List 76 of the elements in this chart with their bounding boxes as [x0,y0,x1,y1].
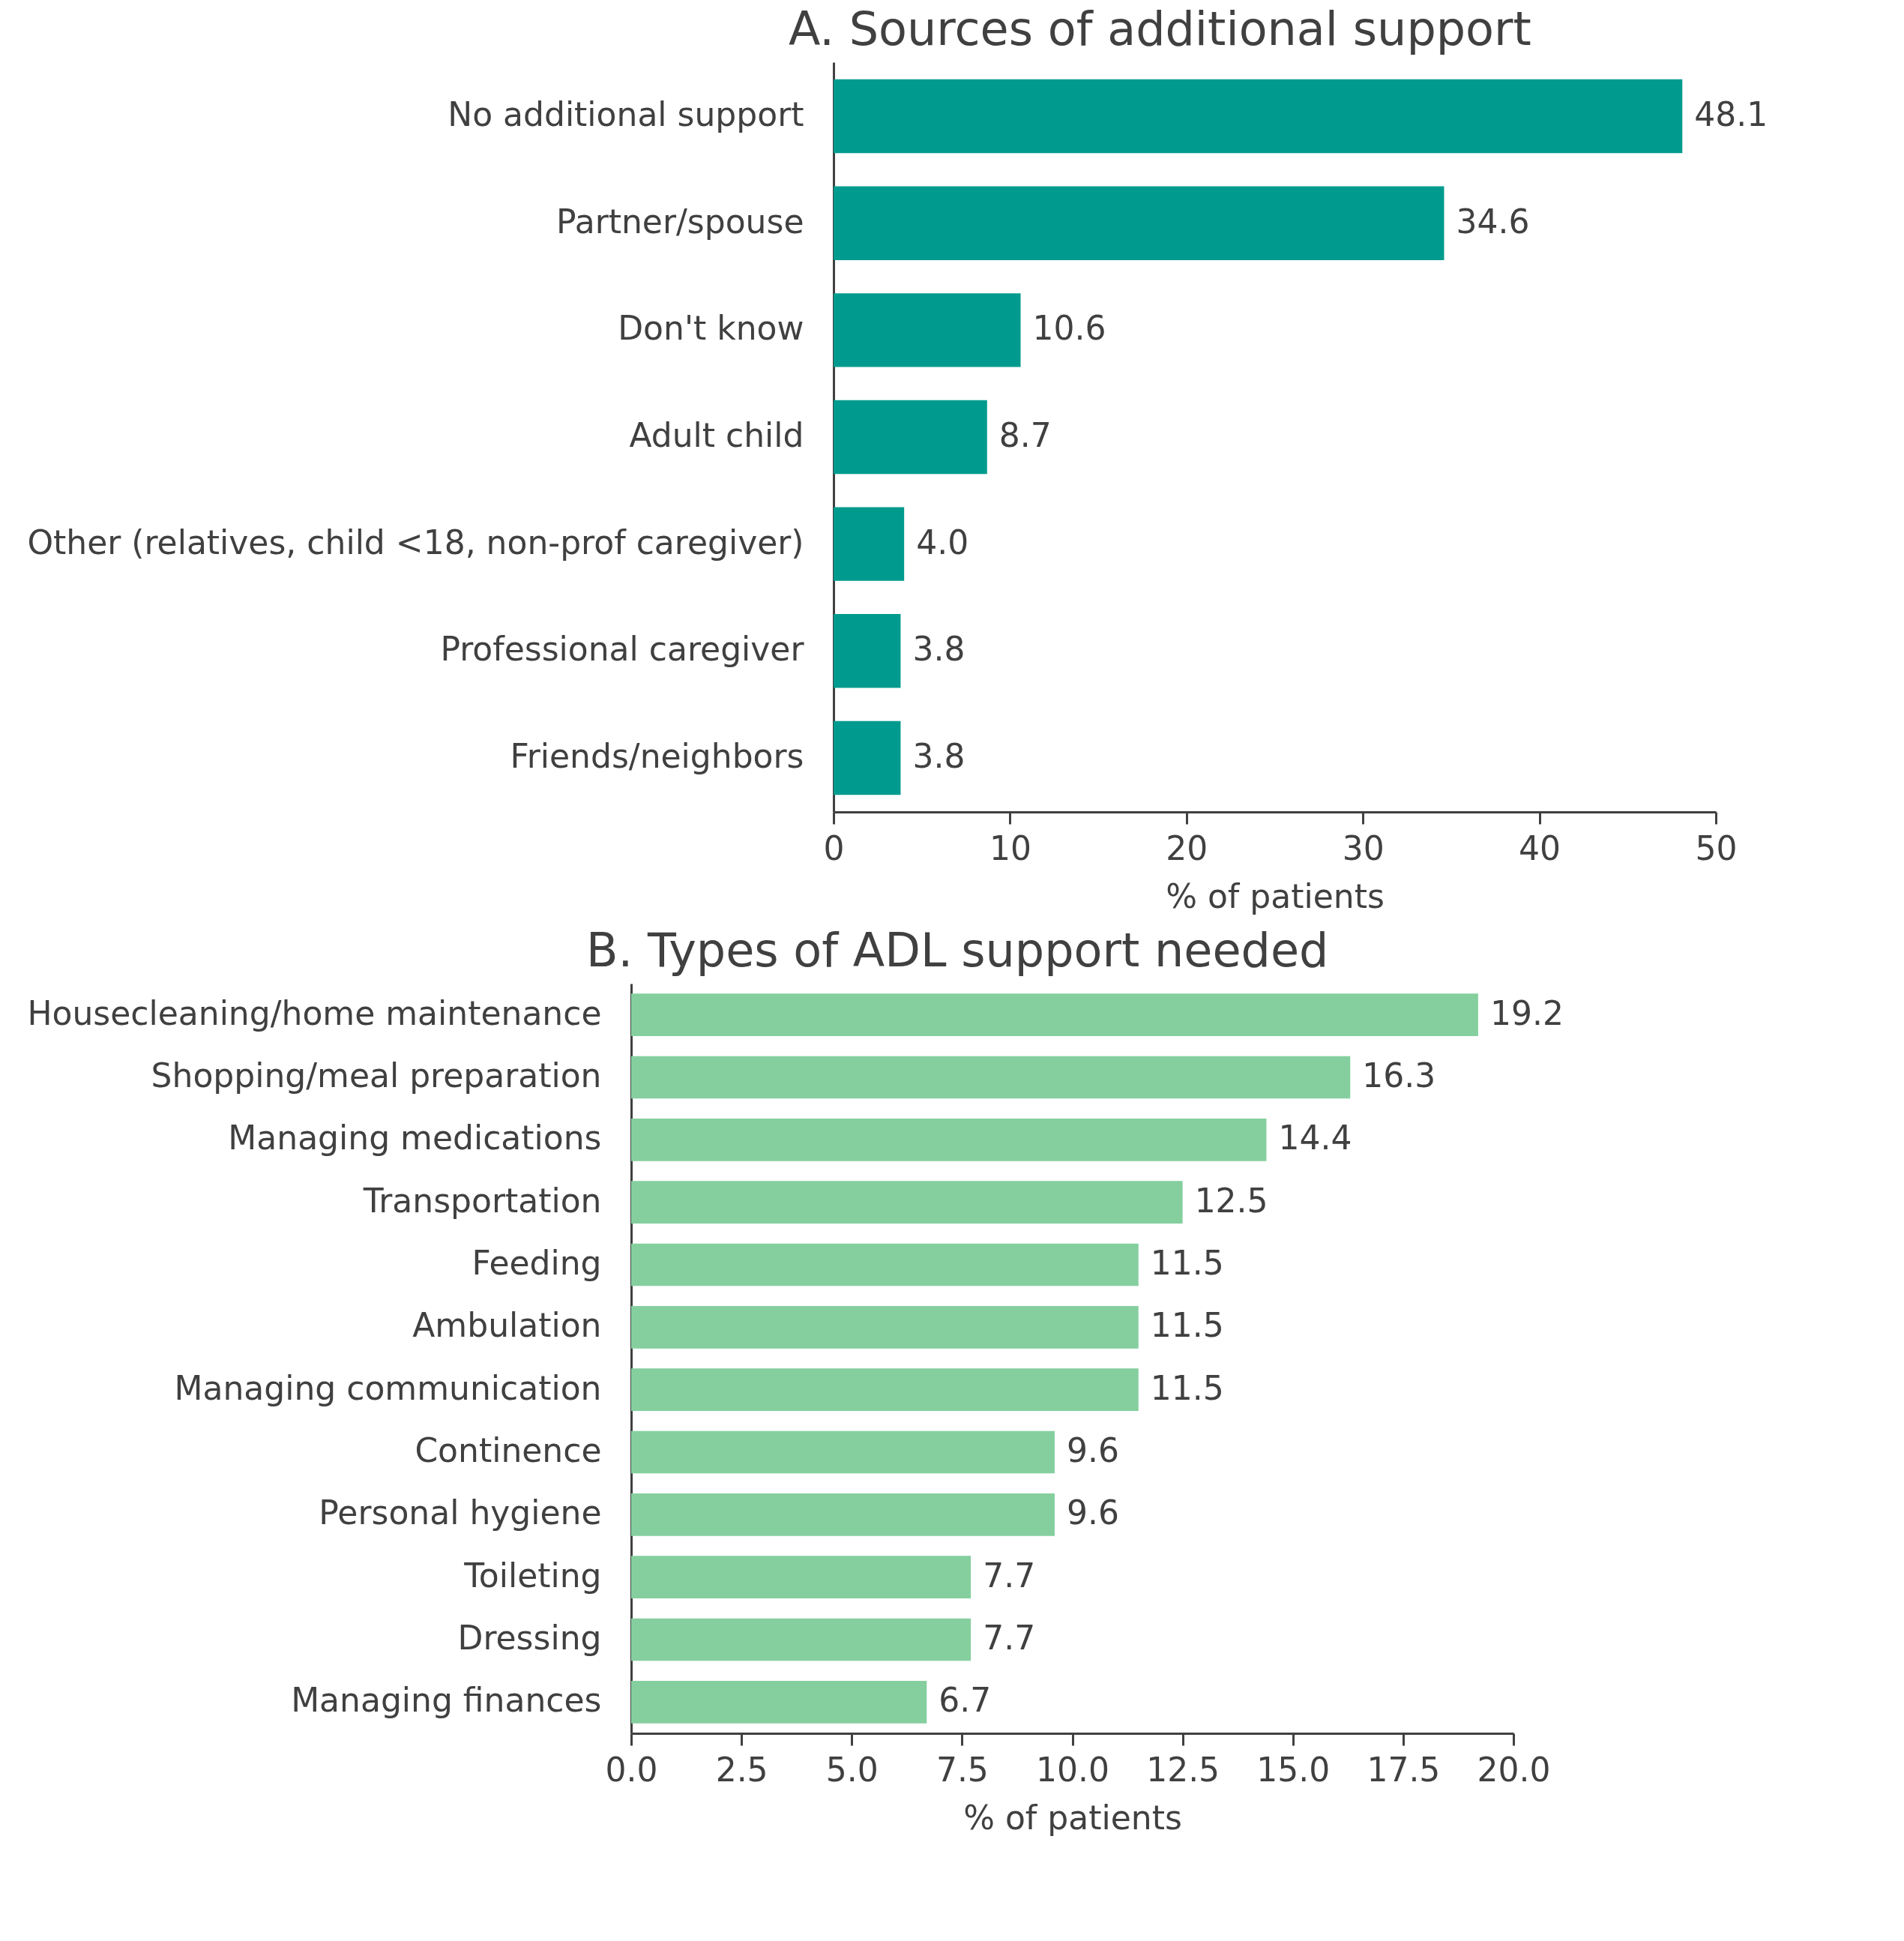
x-tick-label: 17.5 [1367,1750,1441,1789]
x-tick-label: 30 [1342,828,1385,867]
data-label: 11.5 [1150,1368,1224,1407]
bar [631,1243,1139,1287]
x-tick-label: 12.5 [1146,1750,1220,1789]
y-tick-label: Adult child [629,416,804,454]
bar [631,1556,971,1598]
x-tick-label: 2.5 [715,1750,768,1789]
y-tick-label: Friends/neighbors [510,736,804,775]
data-label: 12.5 [1194,1181,1268,1220]
bar [834,507,905,581]
chart-title: A. Sources of additional support [789,1,1531,56]
data-label: 34.6 [1456,202,1530,241]
x-tick-label: 5.0 [825,1750,879,1789]
bar [631,1056,1351,1099]
x-axis-title: % of patients [1166,876,1385,915]
y-tick-label: Shopping/meal preparation [151,1056,602,1095]
bar [631,1368,1139,1411]
y-tick-label: Ambulation [412,1306,602,1345]
data-label: 7.7 [983,1556,1036,1595]
y-tick-label: Personal hygiene [319,1493,602,1532]
x-axis-title: % of patients [963,1798,1182,1837]
data-label: 9.6 [1066,1493,1119,1532]
y-tick-label: Managing medications [228,1119,602,1158]
y-tick-label: Don't know [618,309,804,348]
y-tick-label: Managing finances [291,1681,602,1720]
data-label: 6.7 [939,1681,992,1720]
x-tick-label: 10 [989,828,1031,867]
x-tick-label: 50 [1695,828,1738,867]
data-label: 48.1 [1694,95,1768,134]
data-label: 4.0 [916,523,969,562]
bar [834,614,901,688]
y-tick-label: Housecleaning/home maintenance [27,993,602,1032]
x-tick-label: 20 [1166,828,1208,867]
bar [834,400,987,475]
bar [631,1181,1183,1224]
y-tick-label: Continence [415,1431,602,1469]
y-tick-label: No additional support [448,95,804,134]
data-label: 3.8 [912,630,965,669]
y-tick-label: Professional caregiver [440,630,805,669]
data-label: 11.5 [1150,1306,1224,1345]
bar [631,1119,1267,1161]
bar [834,293,1021,367]
bar [631,1681,927,1724]
chart-title: B. Types of ADL support needed [586,923,1329,978]
data-label: 3.8 [912,736,965,775]
bar [834,186,1444,260]
bar [834,720,901,795]
x-tick-label: 7.5 [936,1750,989,1789]
bar [631,1493,1055,1536]
data-label: 10.6 [1032,309,1106,348]
bar [834,79,1683,154]
bar [631,1618,971,1661]
bar [631,1430,1055,1474]
y-tick-label: Other (relatives, child <18, non-prof caregiver) [27,523,804,562]
data-label: 8.7 [998,416,1052,454]
data-label: 16.3 [1362,1056,1436,1095]
data-label: 19.2 [1489,993,1564,1032]
bar [631,993,1478,1036]
x-tick-label: 0 [823,828,845,867]
y-tick-label: Partner/spouse [556,202,804,241]
y-tick-label: Managing communication [174,1368,602,1407]
x-tick-label: 40 [1519,828,1561,867]
y-tick-label: Feeding [472,1244,602,1282]
data-label: 11.5 [1150,1244,1224,1282]
x-tick-label: 0.0 [605,1750,658,1789]
y-tick-label: Dressing [457,1619,602,1657]
bar [631,1306,1139,1349]
x-tick-label: 10.0 [1036,1750,1109,1789]
data-label: 14.4 [1278,1119,1352,1158]
x-tick-label: 20.0 [1477,1750,1551,1789]
data-label: 7.7 [983,1619,1036,1657]
x-tick-label: 15.0 [1256,1750,1331,1789]
y-tick-label: Transportation [362,1181,602,1220]
data-label: 9.6 [1066,1431,1119,1469]
y-tick-label: Toileting [463,1556,602,1595]
